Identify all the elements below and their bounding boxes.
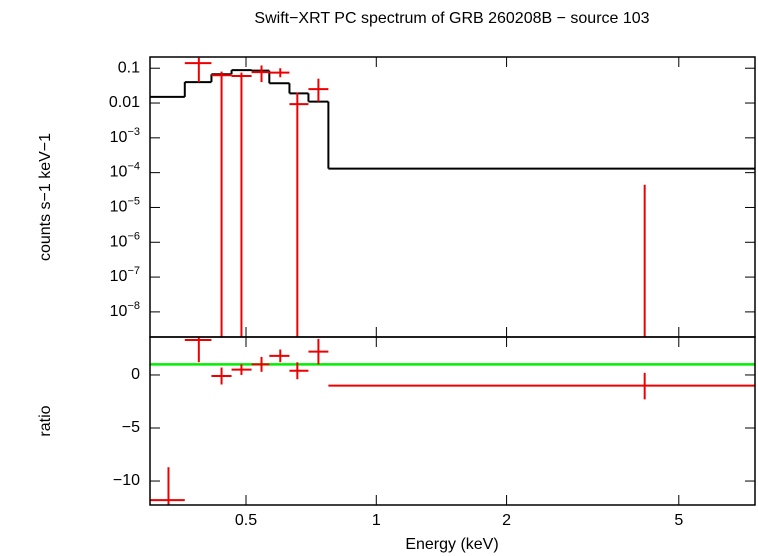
x-tick-label: 5 [674, 512, 683, 529]
y-tick-label: −10 [113, 472, 140, 489]
y-tick-label: −5 [122, 419, 140, 436]
panel-frame [149, 336, 756, 506]
y-tick-label: 10−8 [110, 300, 140, 320]
y-axis-title: counts s−1 keV−1 [37, 133, 54, 261]
y-tick-label: 10−3 [110, 126, 140, 146]
y-tick-label: 0.01 [109, 94, 140, 111]
y-tick-label: 10−7 [110, 265, 140, 285]
y-tick-label: 10−5 [110, 195, 140, 215]
y-tick-label: 10−4 [110, 161, 140, 181]
y-tick-label: 10−6 [110, 230, 140, 250]
y-tick-label: 0.1 [118, 59, 140, 76]
chart-title: Swift−XRT PC spectrum of GRB 260208B − s… [254, 10, 649, 27]
plot-area [150, 57, 755, 337]
x-tick-label: 2 [502, 512, 511, 529]
y-tick-label: 0 [131, 366, 140, 383]
y-axis-title: ratio [37, 405, 54, 436]
x-tick-label: 1 [372, 512, 381, 529]
x-tick-label: 0.5 [235, 512, 257, 529]
x-axis-title: Energy (keV) [405, 536, 498, 553]
plot-area [150, 337, 755, 505]
